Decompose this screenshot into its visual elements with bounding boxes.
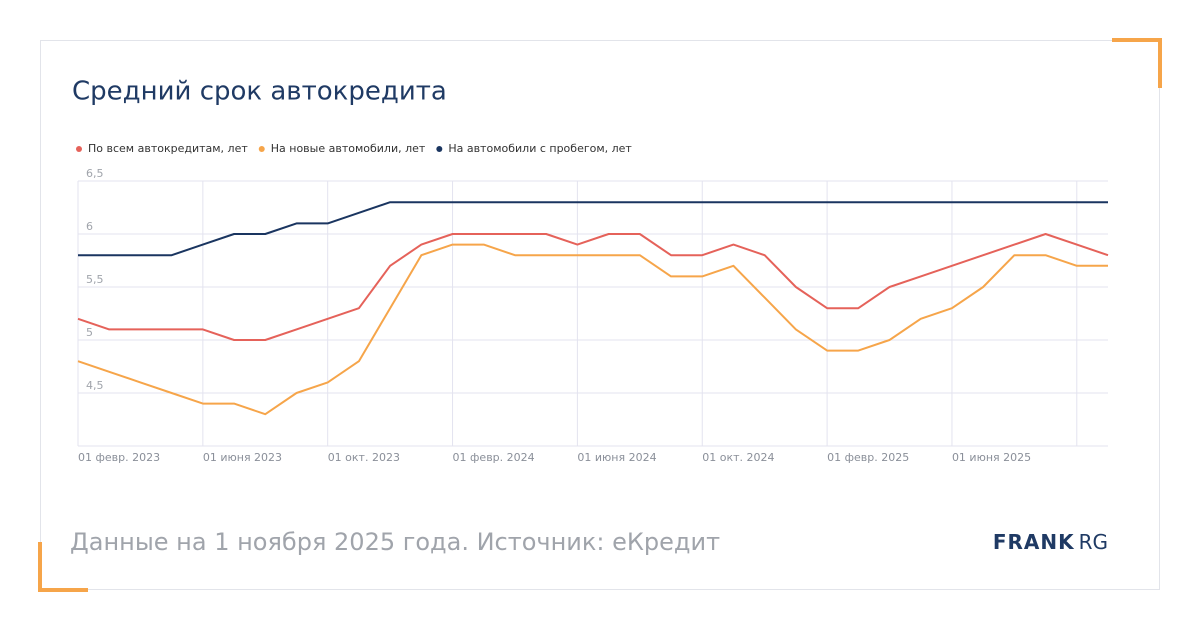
legend-marker xyxy=(76,146,82,152)
logo-regular: RG xyxy=(1079,530,1108,554)
chart-title: Средний срок автокредита xyxy=(72,77,447,107)
series-line xyxy=(78,201,1108,257)
legend-marker xyxy=(258,146,265,152)
y-tick-label: 6,5 xyxy=(86,167,104,180)
footer: Данные на 1 ноября 2025 года. Источник: … xyxy=(70,528,720,556)
corner xyxy=(38,542,88,592)
legend-marker xyxy=(436,146,443,152)
x-tick-label: 01 июня 2024 xyxy=(577,451,656,464)
x-tick-label: 01 февр. 2023 xyxy=(78,451,160,464)
y-tick-label: 5 xyxy=(86,326,93,339)
legend-label: На автомобили с пробегом, лет xyxy=(448,142,632,155)
x-tick-label: 01 июня 2025 xyxy=(952,451,1031,464)
y-tick-label: 4,5 xyxy=(86,379,104,392)
x-tick-label: 01 окт. 2024 xyxy=(702,451,774,464)
corner xyxy=(1112,38,1162,88)
series-line xyxy=(77,243,1108,416)
series-line xyxy=(77,233,1109,341)
legend-label: На новые автомобили, лет xyxy=(271,142,426,155)
x-tick-label: 01 окт. 2023 xyxy=(328,451,400,464)
x-tick-label: 01 июня 2023 xyxy=(203,451,282,464)
frame xyxy=(40,40,1160,590)
x-tick-label: 01 февр. 2024 xyxy=(453,451,535,464)
logo: FRANK RG xyxy=(993,530,1108,554)
legend-label: По всем автокредитам, лет xyxy=(88,142,248,155)
x-tick-label: 01 февр. 2025 xyxy=(827,451,909,464)
y-tick-label: 6 xyxy=(86,220,93,233)
y-tick-label: 5,5 xyxy=(86,273,104,286)
logo-bold: FRANK xyxy=(993,530,1075,554)
